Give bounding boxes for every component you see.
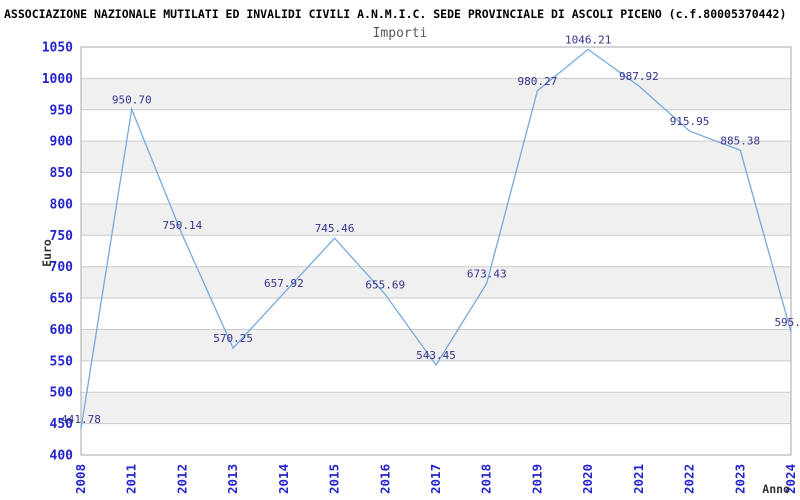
y-tick-label: 500 [50, 386, 74, 401]
x-tick-label: 2022 [682, 464, 697, 494]
x-tick-label: 2024 [783, 464, 798, 494]
x-tick-label: 2020 [580, 464, 595, 494]
data-point-label: 987.92 [619, 70, 659, 83]
data-point-label: 673.43 [467, 267, 507, 280]
data-point-label: 980.27 [518, 75, 558, 88]
y-tick-label: 800 [50, 197, 74, 212]
data-point-label: 570.25 [213, 332, 253, 345]
plot-band [81, 266, 791, 299]
plot-band [81, 141, 791, 173]
x-tick-label: 2023 [732, 464, 747, 494]
data-point-label: 885.38 [720, 134, 760, 147]
data-point-label: 543.45 [416, 349, 456, 362]
y-tick-label: 1000 [42, 72, 73, 87]
plot-border [80, 46, 792, 456]
x-tick-label: 2015 [327, 464, 342, 494]
y-tick-label: 400 [50, 449, 74, 464]
plot-band [81, 392, 791, 424]
x-tick-label: 2012 [174, 464, 189, 494]
x-tick-label: 2021 [631, 464, 646, 494]
x-tick-label: 2019 [529, 464, 544, 494]
y-tick-label: 650 [50, 292, 74, 307]
y-tick-label: 900 [50, 135, 74, 150]
data-point-label: 915.95 [670, 115, 710, 128]
y-tick-label: 450 [50, 417, 74, 432]
x-tick-label: 2016 [377, 464, 392, 494]
x-tick-label: 2017 [428, 464, 443, 494]
x-axis-title: Anno [762, 482, 790, 496]
data-point-label: 595.9 [774, 316, 800, 329]
page-title: ASSOCIAZIONE NAZIONALE MUTILATI ED INVAL… [4, 7, 787, 21]
plot-band [81, 203, 791, 236]
y-tick-label: 1050 [42, 41, 73, 56]
series-line [80, 48, 792, 429]
y-tick-label: 550 [50, 354, 74, 369]
data-point-label: 1046.21 [565, 33, 611, 46]
x-tick-label: 2008 [73, 464, 88, 494]
y-tick-label: 700 [50, 260, 74, 275]
data-point-label: 950.70 [112, 93, 152, 106]
data-point-label: 655.69 [365, 279, 405, 292]
data-point-label: 441.78 [61, 413, 101, 426]
chart-subtitle: Importi [372, 26, 428, 41]
data-point-label: 745.46 [315, 222, 355, 235]
y-tick-label: 750 [50, 229, 74, 244]
x-tick-label: 2013 [225, 464, 240, 494]
data-point-label: 657.92 [264, 277, 304, 290]
y-axis-title: Euro [40, 239, 54, 267]
y-tick-label: 950 [50, 103, 74, 118]
y-tick-label: 850 [50, 166, 74, 181]
y-tick-label: 600 [50, 323, 74, 338]
plot-band [81, 78, 791, 110]
plot-band [81, 329, 791, 361]
x-tick-label: 2014 [276, 464, 291, 494]
data-point-label: 750.14 [163, 219, 203, 232]
x-tick-label: 2011 [124, 464, 139, 494]
x-tick-label: 2018 [479, 464, 494, 494]
